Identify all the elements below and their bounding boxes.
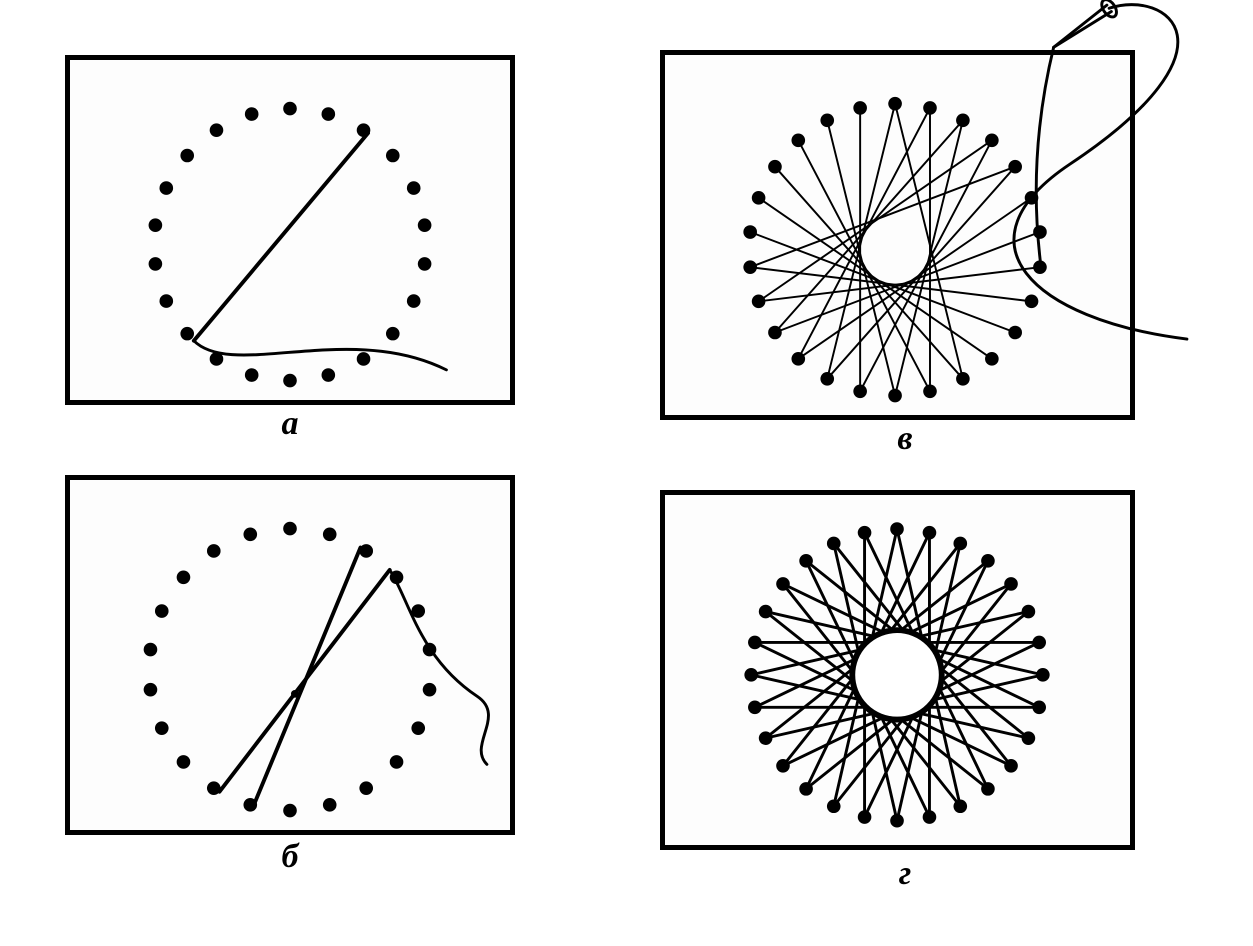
panel-a-label: а — [270, 405, 310, 443]
panel-b-label: б — [270, 838, 310, 876]
diagram-page: а б в г — [0, 0, 1253, 946]
panel-v-svg — [665, 55, 1130, 415]
panel-g-svg — [665, 495, 1130, 845]
panel-g-label: г — [885, 855, 925, 893]
panel-v — [660, 50, 1135, 420]
panel-a — [65, 55, 515, 405]
panel-b — [65, 475, 515, 835]
panel-g — [660, 490, 1135, 850]
panel-v-label: в — [885, 420, 925, 458]
panel-b-svg — [70, 480, 510, 830]
panel-a-svg — [70, 60, 510, 400]
